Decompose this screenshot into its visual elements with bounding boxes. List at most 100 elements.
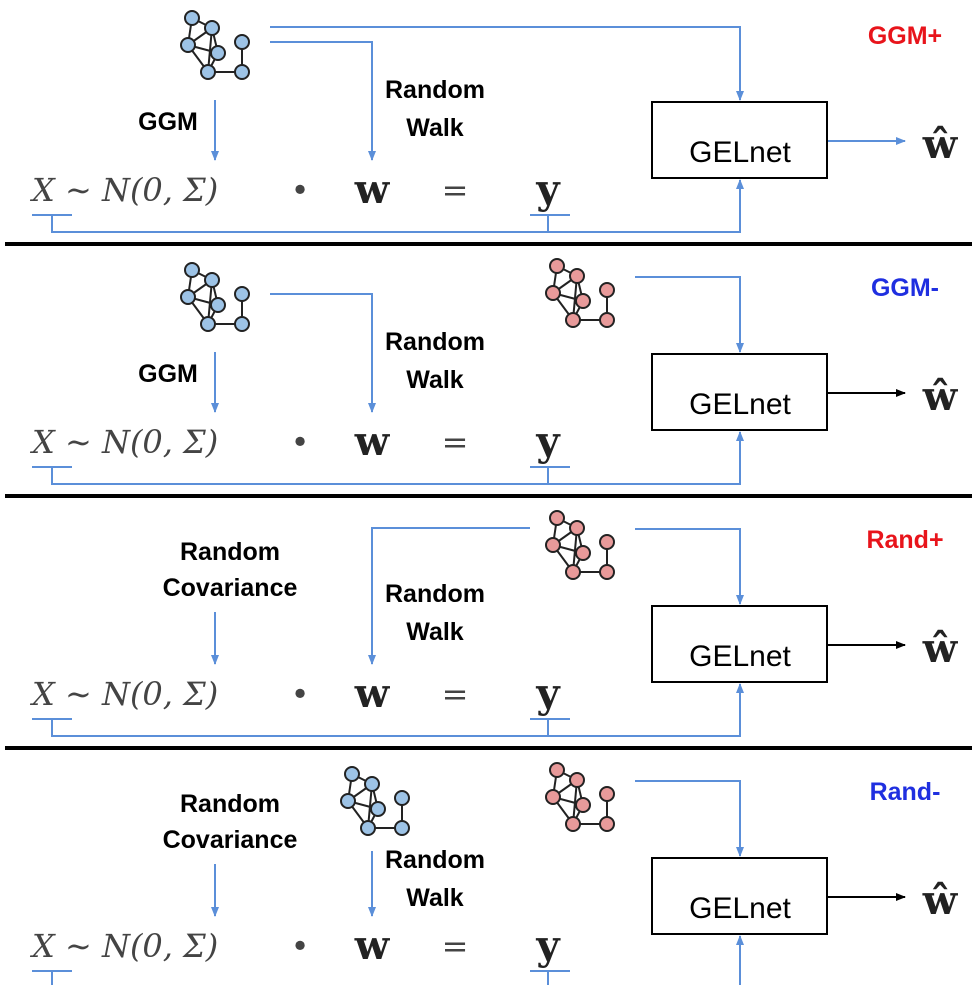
graph-node: [545, 789, 561, 805]
equation-w: w: [354, 922, 391, 969]
graph-node: [340, 793, 356, 809]
equation-x: X ∼ N(0, Σ): [29, 927, 218, 965]
equation-w: w: [354, 670, 391, 717]
equation-dot: •: [291, 171, 310, 209]
graph-node: [575, 545, 591, 561]
graph-node: [599, 816, 615, 832]
output-label: ŵ: [922, 877, 959, 924]
equation-y: y: [535, 922, 561, 969]
graph-node: [394, 790, 410, 806]
graph-node: [599, 534, 615, 550]
walk-label: Random: [385, 580, 485, 608]
graph-node: [565, 816, 581, 832]
graph-node: [565, 312, 581, 328]
output-label: ŵ: [922, 121, 959, 168]
graph-node: [569, 520, 585, 536]
equation-x: X ∼ N(0, Σ): [29, 171, 218, 209]
equation-y: y: [535, 166, 561, 213]
gelnet-box: [651, 605, 828, 683]
gelnet-label: GELnet: [689, 136, 791, 169]
walk-label: Random: [385, 328, 485, 356]
graph-node: [575, 797, 591, 813]
equation-y: y: [535, 670, 561, 717]
panel-tag: Rand+: [866, 526, 943, 554]
arrow: [51, 683, 744, 737]
panel-tag: GGM+: [868, 22, 942, 50]
graph-node: [599, 786, 615, 802]
arrow: [635, 276, 744, 353]
walk-label: Random: [385, 76, 485, 104]
source-label: Random: [180, 790, 280, 818]
graph-node: [210, 45, 226, 61]
arrow: [635, 780, 744, 857]
arrow: [51, 431, 744, 485]
arrow: [270, 26, 744, 101]
gelnet-label: GELnet: [689, 388, 791, 421]
arrow: [635, 528, 744, 605]
equation-w: w: [354, 166, 391, 213]
graph-icon: [180, 262, 250, 332]
output-label: ŵ: [922, 373, 959, 420]
graph-node: [210, 297, 226, 313]
source-label: Covariance: [163, 574, 298, 602]
graph-node: [234, 286, 250, 302]
graph-node: [575, 293, 591, 309]
arrow: [270, 41, 376, 161]
graph-node: [549, 762, 565, 778]
graph-node: [200, 316, 216, 332]
graph-node: [599, 312, 615, 328]
arrow: [51, 179, 744, 233]
equation-eq: =: [442, 171, 469, 209]
gelnet-label: GELnet: [689, 892, 791, 925]
walk-label: Walk: [406, 114, 464, 142]
equation-x: X ∼ N(0, Σ): [29, 423, 218, 461]
graph-icon: [545, 258, 615, 328]
graph-node: [200, 64, 216, 80]
graph-node: [565, 564, 581, 580]
graph-node: [569, 268, 585, 284]
walk-label: Random: [385, 846, 485, 874]
graph-icon: [545, 762, 615, 832]
graph-node: [545, 537, 561, 553]
graph-node: [599, 564, 615, 580]
walk-label: Walk: [406, 884, 464, 912]
panel-tag: Rand-: [870, 778, 941, 806]
arrow: [368, 527, 530, 665]
equation-eq: =: [442, 927, 469, 965]
source-label: Random: [180, 538, 280, 566]
graph-node: [180, 37, 196, 53]
source-label: GGM: [138, 360, 198, 388]
arrow: [270, 293, 376, 413]
gelnet-box: [651, 101, 828, 179]
graph-node: [184, 10, 200, 26]
equation-w: w: [354, 418, 391, 465]
panel-tag: GGM-: [871, 274, 939, 302]
gelnet-box: [651, 857, 828, 935]
equation-x: X ∼ N(0, Σ): [29, 675, 218, 713]
graph-node: [344, 766, 360, 782]
output-label: ŵ: [922, 625, 959, 672]
graph-node: [599, 282, 615, 298]
graph-node: [204, 272, 220, 288]
graph-node: [234, 316, 250, 332]
graph-node: [360, 820, 376, 836]
graph-node: [364, 776, 380, 792]
equation-dot: •: [291, 675, 310, 713]
graph-node: [370, 801, 386, 817]
graph-node: [394, 820, 410, 836]
graph-node: [545, 285, 561, 301]
graph-icon: [180, 10, 250, 80]
graph-node: [569, 772, 585, 788]
walk-label: Walk: [406, 366, 464, 394]
graph-icon: [545, 510, 615, 580]
graph-node: [180, 289, 196, 305]
graph-node: [549, 510, 565, 526]
graph-node: [234, 64, 250, 80]
source-label: GGM: [138, 108, 198, 136]
equation-eq: =: [442, 423, 469, 461]
graph-icon: [340, 766, 410, 836]
graph-node: [234, 34, 250, 50]
graph-node: [204, 20, 220, 36]
equation-y: y: [535, 418, 561, 465]
